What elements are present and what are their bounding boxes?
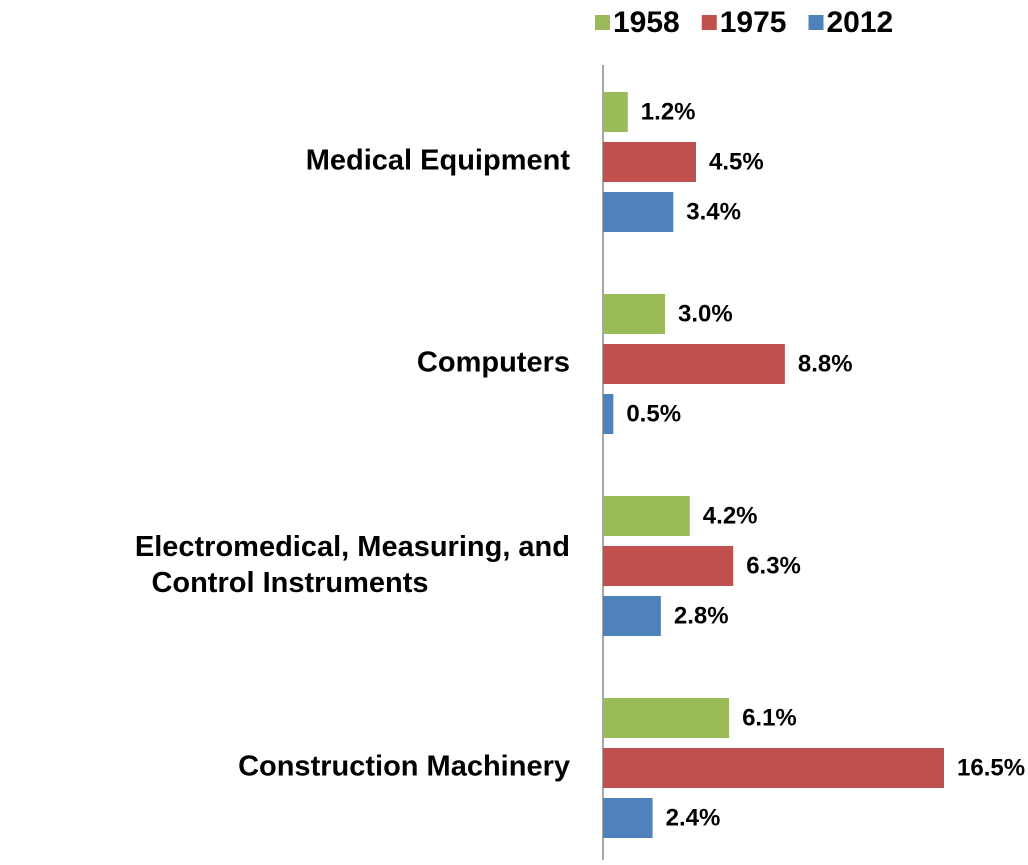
data-label: 2.8%: [674, 602, 729, 629]
bar: [603, 142, 696, 182]
data-label: 0.5%: [626, 400, 681, 427]
data-label: 4.2%: [703, 502, 758, 529]
data-label: 6.3%: [746, 552, 801, 579]
data-label: 2.4%: [666, 804, 721, 831]
bar: [603, 596, 661, 636]
data-label: 6.1%: [742, 704, 797, 731]
data-label: 4.5%: [709, 148, 764, 175]
category-label: Computers: [417, 347, 570, 379]
category-label: Electromedical, Measuring, and Control In…: [135, 531, 570, 599]
bar: [603, 698, 730, 738]
bar: [603, 394, 614, 434]
legend-swatch: [595, 15, 610, 30]
legend-label: 2012: [827, 6, 894, 39]
data-label: 1.2%: [641, 98, 696, 125]
category-label: Construction Machinery: [238, 751, 570, 783]
data-label: 8.8%: [798, 350, 853, 377]
bar: [603, 344, 785, 384]
data-label: 16.5%: [957, 754, 1025, 781]
legend-label: 1958: [613, 6, 680, 39]
bar: [603, 92, 628, 132]
bar: [603, 546, 734, 586]
category-label: Medical Equipment: [306, 145, 571, 177]
legend-swatch: [701, 15, 717, 30]
bar: [603, 748, 944, 788]
data-label: 3.0%: [678, 300, 733, 327]
bar: [603, 798, 653, 838]
data-label: 3.4%: [686, 198, 741, 225]
bar: [603, 192, 674, 232]
bar: [603, 496, 690, 536]
legend-swatch: [808, 15, 824, 30]
bar: [603, 294, 665, 334]
legend-label: 1975: [720, 6, 787, 39]
